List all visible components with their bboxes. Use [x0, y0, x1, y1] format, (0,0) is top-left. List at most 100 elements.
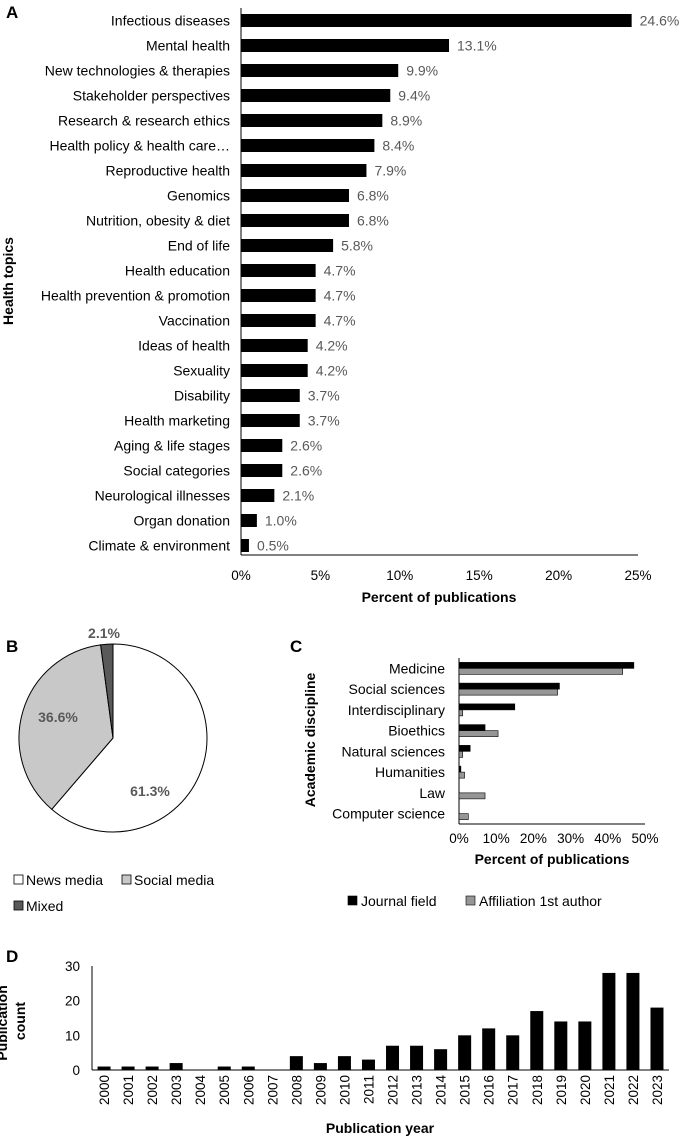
panel-a-bar-climate-environment [241, 539, 249, 552]
panel-a-category-label-climate-environment: Climate & environment [88, 538, 230, 554]
panel-d-y-tick-30: 30 [65, 959, 80, 974]
panel-a-value-label-research-research-ethics: 8.9% [390, 113, 422, 129]
panel-d-bar-2022 [626, 972, 640, 1070]
panel-a-value-label-health-marketing: 3.7% [308, 413, 340, 429]
panel-c-bar-journal-field-humanities [458, 765, 462, 773]
panel-d-x-tick-2015: 2015 [458, 1075, 473, 1105]
panel-d-x-tick-2019: 2019 [554, 1075, 569, 1105]
panel-a-value-label-nutrition-obesity-diet: 6.8% [357, 213, 389, 229]
panel-a-category-label-ideas-of-health: Ideas of health [138, 338, 230, 354]
panel-c-category-label-law: Law [419, 785, 446, 801]
panel-c-bar-journal-field-interdisciplinary [458, 703, 516, 711]
panel-a-x-tick-0: 0% [231, 568, 251, 583]
panel-a-value-label-infectious-diseases: 24.6% [640, 13, 680, 29]
panel-d-x-tick-2004: 2004 [193, 1075, 208, 1106]
panel-a-bar-end-of-life [241, 239, 334, 252]
panel-a-value-label-end-of-life: 5.8% [341, 238, 373, 254]
panel-a-category-label-neurological-illnesses: Neurological illnesses [95, 488, 230, 504]
panel-d-bar-2018 [530, 1011, 544, 1070]
panel-a-bar-health-education [241, 264, 316, 277]
panel-c-bar-affiliation-1st-author-natural-sciences [458, 751, 464, 758]
panel-a-value-label-health-prevention-promotion: 4.7% [324, 288, 356, 304]
panel-d-bar-2009 [313, 1063, 327, 1070]
panel-d-bar-2013 [410, 1045, 424, 1070]
panel-d-x-tick-2011: 2011 [361, 1075, 376, 1104]
panel-a-category-label-mental-health: Mental health [146, 38, 230, 54]
panel-c-category-label-humanities: Humanities [375, 764, 445, 780]
panel-d-x-tick-2021: 2021 [602, 1075, 617, 1105]
panel-d-bar-2019 [554, 1021, 568, 1070]
panel-a-bar-organ-donation [241, 514, 257, 527]
panel-c-bar-affiliation-1st-author-law [458, 792, 486, 800]
panel-d-x-tick-2016: 2016 [482, 1075, 497, 1105]
panel-d-bar-2011 [361, 1059, 375, 1070]
panel-c-legend-label-journal-field: Journal field [361, 893, 437, 909]
panel-b-slice-social-media [18, 644, 114, 810]
panel-a-value-label-mental-health: 13.1% [457, 38, 497, 54]
panel-a-category-label-aging-life-stages: Aging & life stages [114, 438, 230, 454]
panel-b-data-label-news-media: 61.3% [130, 783, 170, 799]
panel-d-x-tick-2014: 2014 [434, 1075, 449, 1106]
panel-a-value-label-vaccination: 4.7% [324, 313, 356, 329]
panel-c-bar-affiliation-1st-author-humanities [458, 771, 465, 779]
panel-c-category-label-social-sciences: Social sciences [349, 681, 446, 697]
panel-a-x-tick-20: 20% [545, 568, 572, 583]
panel-d-x-tick-2010: 2010 [337, 1075, 352, 1105]
panel-c-bar-affiliation-1st-author-medicine [458, 668, 623, 675]
panel-c-category-label-medicine: Medicine [389, 660, 445, 676]
panel-a-category-label-health-marketing: Health marketing [124, 413, 230, 429]
panel-c-category-label-computer-science: Computer science [332, 806, 445, 822]
panel-a-value-label-disability: 3.7% [308, 388, 340, 404]
panel-d-x-tick-2017: 2017 [506, 1075, 521, 1105]
panel-d-bar-2014 [434, 1049, 448, 1070]
panel-a-category-label-disability: Disability [174, 388, 230, 404]
panel-d-bar-2008 [289, 1056, 303, 1070]
panel-d-bar-2016 [482, 1028, 496, 1070]
panel-d-bar-2006 [241, 1066, 255, 1070]
panel-a-bar-infectious-diseases [241, 14, 632, 27]
panel-c-bar-journal-field-natural-sciences [458, 745, 471, 752]
panel-c-bar-journal-field-bioethics [458, 724, 486, 731]
panel-d-x-tick-2013: 2013 [410, 1075, 425, 1105]
panel-d-letter: D [6, 947, 18, 966]
panel-d-x-tick-2003: 2003 [169, 1075, 184, 1105]
panel-a-bar-ideas-of-health [241, 339, 308, 352]
panel-c-bar-affiliation-1st-author-bioethics [458, 730, 499, 737]
panel-d-y-tick-0: 0 [72, 1063, 80, 1078]
panel-d-y-tick-10: 10 [65, 1028, 80, 1043]
panel-a-bar-health-prevention-promotion [241, 289, 316, 302]
panel-c-x-axis-title: Percent of publications [475, 851, 630, 867]
panel-c-legend-swatch-journal-field [347, 895, 358, 906]
panel-a-category-label-research-research-ethics: Research & research ethics [58, 113, 230, 129]
panel-a-value-label-ideas-of-health: 4.2% [316, 338, 348, 354]
panel-d-bar-2021 [602, 972, 616, 1070]
panel-d-x-tick-2022: 2022 [626, 1075, 641, 1105]
panel-b-legend-swatch-social-media [121, 874, 132, 885]
panel-c-x-tick-30: 30% [557, 831, 584, 846]
panel-d-y-axis-title: Publication count [0, 981, 28, 1060]
panel-a-value-label-health-policy-health-care: 8.4% [382, 138, 414, 154]
panel-a-x-axis-title: Percent of publications [362, 589, 517, 605]
panel-a-category-label-nutrition-obesity-diet: Nutrition, obesity & diet [86, 213, 230, 229]
panel-d-bar-2020 [578, 1021, 592, 1070]
panel-c-bar-affiliation-1st-author-social-sciences [458, 688, 558, 696]
panel-d-x-tick-2001: 2001 [121, 1075, 136, 1105]
panel-a-category-label-sexuality: Sexuality [173, 363, 230, 379]
panel-a-x-tick-15: 15% [466, 568, 493, 583]
panel-a-category-label-end-of-life: End of life [168, 238, 230, 254]
panel-a-value-label-reproductive-health: 7.9% [374, 163, 406, 179]
panel-d-x-tick-2007: 2007 [265, 1075, 280, 1105]
panel-c-chart: Percent of publications Academic discipl… [302, 658, 659, 909]
panel-d-bar-2003 [169, 1063, 183, 1070]
panel-a-x-tick-10: 10% [386, 568, 413, 583]
panel-d-bar-2002 [145, 1066, 159, 1070]
panel-a-bar-social-categories [241, 464, 283, 477]
panel-a-category-label-health-education: Health education [125, 263, 230, 279]
panel-a-category-label-reproductive-health: Reproductive health [105, 163, 230, 179]
panel-a-category-label-infectious-diseases: Infectious diseases [111, 13, 230, 29]
panel-c-x-tick-20: 20% [520, 831, 547, 846]
panel-b-slice-mixed [100, 643, 114, 739]
panel-d-x-tick-2002: 2002 [145, 1075, 160, 1105]
panel-a-bar-health-marketing [241, 414, 300, 427]
panel-a-category-label-new-technologies-therapies: New technologies & therapies [45, 63, 230, 79]
